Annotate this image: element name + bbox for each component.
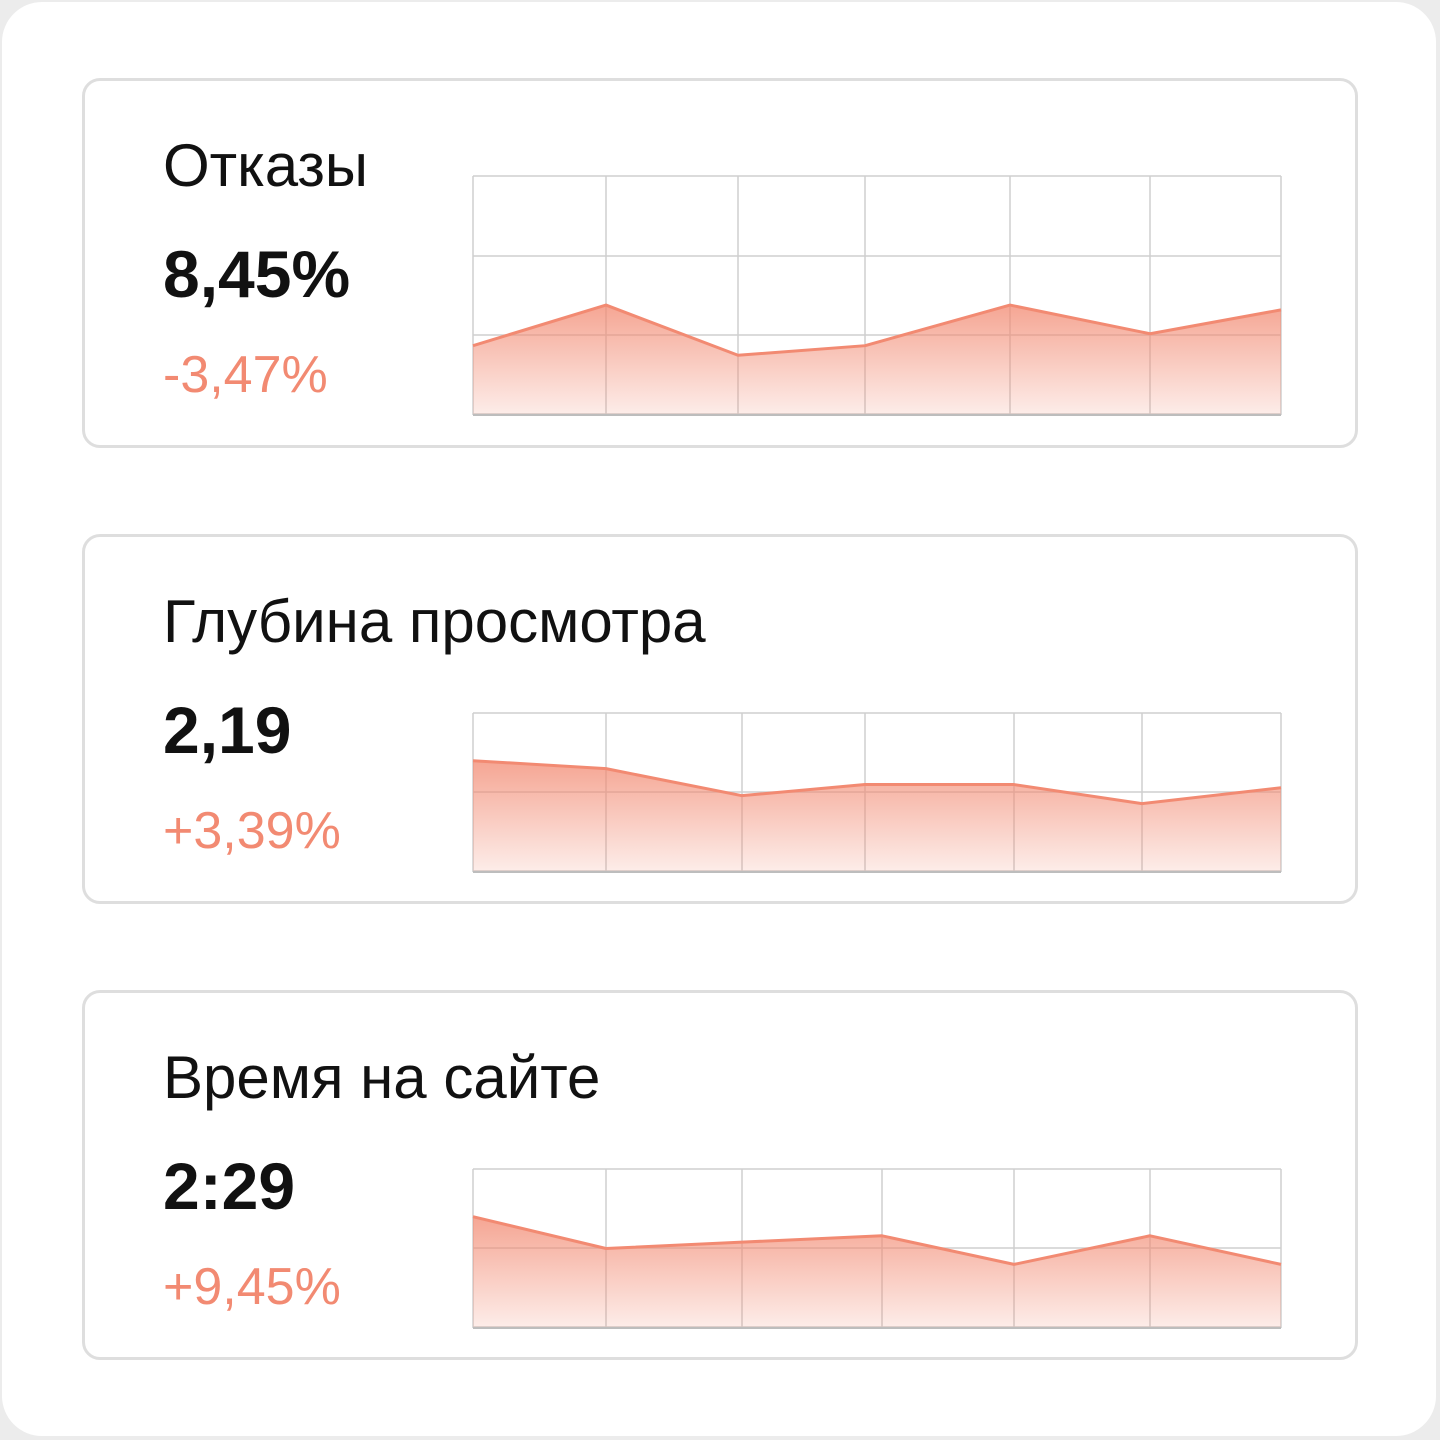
metric-change: +3,39%: [163, 802, 341, 860]
metric-value: 2:29: [163, 1149, 296, 1223]
area-fill: [473, 305, 1281, 415]
area-fill: [473, 1216, 1281, 1328]
metric-card-page-depth: Глубина просмотра 2,19 +3,39%: [82, 534, 1358, 904]
sparkline-chart: [472, 712, 1282, 873]
metric-change: +9,45%: [163, 1258, 341, 1316]
metric-title: Глубина просмотра: [163, 588, 706, 655]
sparkline-chart: [472, 1168, 1282, 1329]
metric-value: 2,19: [163, 693, 292, 767]
metric-title: Отказы: [163, 132, 369, 199]
metric-card-time-on-site: Время на сайте 2:29 +9,45%: [82, 990, 1358, 1360]
sparkline-chart: [472, 175, 1282, 416]
metric-title: Время на сайте: [163, 1044, 601, 1111]
area-fill: [473, 760, 1281, 872]
metric-card-bounce-rate: Отказы 8,45% -3,47%: [82, 78, 1358, 448]
metric-change: -3,47%: [163, 346, 328, 404]
metric-value: 8,45%: [163, 237, 351, 311]
